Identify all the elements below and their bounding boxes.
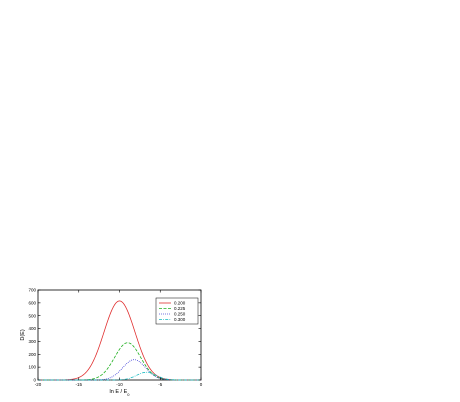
series-line-0.225 bbox=[38, 342, 201, 381]
x-tick-label: -15 bbox=[75, 382, 82, 387]
x-axis-title-subscript: 0 bbox=[127, 392, 130, 397]
x-tick-label: -5 bbox=[158, 382, 162, 387]
x-tick-label: -10 bbox=[116, 382, 123, 387]
series-line-0.250 bbox=[38, 359, 201, 381]
y-tick-label: 600 bbox=[28, 300, 36, 305]
x-tick-label: 0 bbox=[200, 382, 203, 387]
legend-label: 0.250 bbox=[174, 312, 186, 317]
y-axis-title: D(E) bbox=[20, 329, 26, 340]
y-tick-label: 300 bbox=[28, 339, 36, 344]
axis-ticks: -20 -15 -10 -5 0 0 100 200 300 400 500 600 700 bbox=[28, 288, 202, 387]
y-tick-label: 500 bbox=[28, 313, 36, 318]
x-axis-title-main: ln E / E bbox=[110, 389, 128, 395]
y-tick-label: 200 bbox=[28, 352, 36, 357]
y-tick-label: 400 bbox=[28, 326, 36, 331]
x-tick-label: -20 bbox=[35, 382, 42, 387]
x-axis-title: ln E / E0 bbox=[110, 389, 131, 397]
legend-label: 0.200 bbox=[174, 301, 186, 306]
y-tick-label: 700 bbox=[28, 288, 36, 293]
legend-label: 0.225 bbox=[174, 306, 186, 311]
y-tick-label: 0 bbox=[33, 378, 36, 383]
legend-label: 0.300 bbox=[174, 317, 186, 322]
legend-box bbox=[155, 297, 199, 325]
y-tick-label: 100 bbox=[28, 365, 36, 370]
